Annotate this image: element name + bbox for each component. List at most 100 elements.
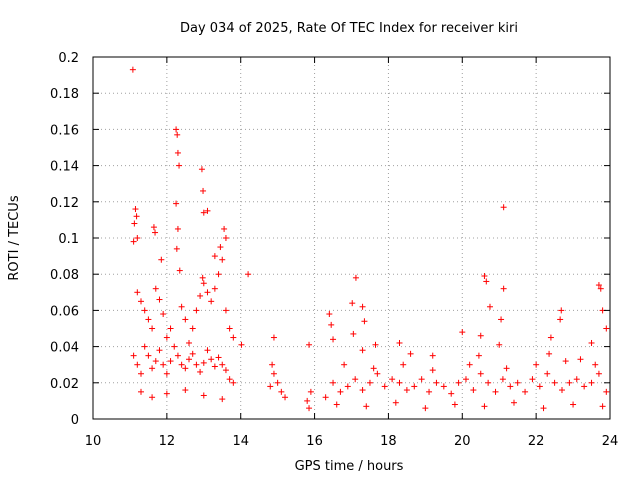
data-point	[208, 298, 215, 305]
data-point	[306, 405, 313, 412]
data-point	[551, 379, 558, 386]
data-point	[149, 365, 156, 372]
data-point	[167, 325, 174, 332]
data-point	[562, 358, 569, 365]
data-point	[363, 403, 370, 410]
data-point	[186, 339, 193, 346]
plot-frame	[92, 56, 611, 420]
data-point	[422, 405, 429, 412]
data-point	[176, 162, 183, 169]
x-tick-label: 14	[232, 434, 249, 449]
data-point	[581, 383, 588, 390]
y-tick-label: 0.1	[58, 232, 79, 247]
data-point	[141, 307, 148, 314]
data-point	[510, 399, 517, 406]
data-point	[133, 213, 140, 220]
data-point	[470, 387, 477, 394]
data-point	[433, 379, 440, 386]
data-point	[540, 405, 547, 412]
data-point	[215, 271, 222, 278]
y-tick-label: 0.04	[50, 341, 79, 356]
data-point	[217, 244, 224, 251]
data-point	[588, 339, 595, 346]
chart-title: Day 034 of 2025, Rate Of TEC Index for r…	[180, 21, 518, 36]
data-point	[189, 350, 196, 357]
y-tick-label: 0.16	[50, 123, 79, 138]
data-point	[330, 379, 337, 386]
data-point	[189, 325, 196, 332]
data-point	[174, 225, 181, 232]
data-point	[411, 383, 418, 390]
data-point	[145, 316, 152, 323]
data-point	[304, 397, 311, 404]
data-point	[500, 285, 507, 292]
data-point	[152, 229, 159, 236]
data-point	[174, 352, 181, 359]
data-point	[245, 271, 252, 278]
data-point	[426, 388, 433, 395]
data-point	[174, 131, 181, 138]
data-point	[455, 379, 462, 386]
data-point	[514, 379, 521, 386]
data-point	[156, 296, 163, 303]
data-point	[215, 354, 222, 361]
data-point	[211, 253, 218, 260]
data-point	[352, 376, 359, 383]
data-point	[477, 332, 484, 339]
data-point	[359, 303, 366, 310]
data-point	[595, 370, 602, 377]
y-tick-label: 0.18	[50, 87, 79, 102]
data-point	[152, 285, 159, 292]
data-point	[219, 361, 226, 368]
data-point	[200, 209, 207, 216]
data-point	[208, 356, 215, 363]
data-point	[529, 376, 536, 383]
data-point	[361, 318, 368, 325]
data-point	[466, 361, 473, 368]
data-point	[282, 394, 289, 401]
data-point	[483, 278, 490, 285]
data-point	[226, 325, 233, 332]
data-point	[522, 388, 529, 395]
data-point	[366, 379, 373, 386]
data-point	[557, 316, 564, 323]
data-point	[429, 352, 436, 359]
data-point	[595, 282, 602, 289]
data-point	[533, 361, 540, 368]
data-point	[222, 235, 229, 241]
data-point	[492, 388, 499, 395]
data-point	[200, 280, 207, 287]
y-tick-label: 0.02	[50, 377, 79, 392]
data-point	[459, 329, 466, 336]
data-point	[599, 403, 606, 410]
x-axis-label: GPS time / hours	[295, 459, 404, 474]
data-point	[333, 401, 340, 408]
data-point	[440, 383, 447, 390]
data-point	[566, 379, 573, 386]
data-point	[238, 341, 245, 348]
data-point	[134, 361, 141, 368]
data-point	[134, 235, 141, 241]
data-point	[328, 321, 335, 328]
data-point	[588, 379, 595, 386]
x-tick-label: 20	[454, 434, 471, 449]
data-point	[152, 358, 159, 365]
data-point	[498, 316, 505, 323]
y-tick-label: 0.2	[58, 51, 79, 66]
data-point	[129, 66, 136, 73]
data-point	[145, 352, 152, 359]
data-point	[418, 376, 425, 383]
data-point	[547, 334, 554, 341]
data-point	[451, 401, 458, 408]
data-point	[544, 370, 551, 377]
data-point	[219, 256, 226, 263]
data-point	[448, 390, 455, 397]
data-point	[186, 356, 193, 363]
data-point	[507, 383, 514, 390]
data-point	[160, 361, 167, 368]
data-point	[603, 388, 610, 395]
data-point	[270, 334, 277, 341]
data-point	[193, 361, 200, 368]
data-point	[573, 376, 580, 383]
data-point	[230, 379, 237, 386]
